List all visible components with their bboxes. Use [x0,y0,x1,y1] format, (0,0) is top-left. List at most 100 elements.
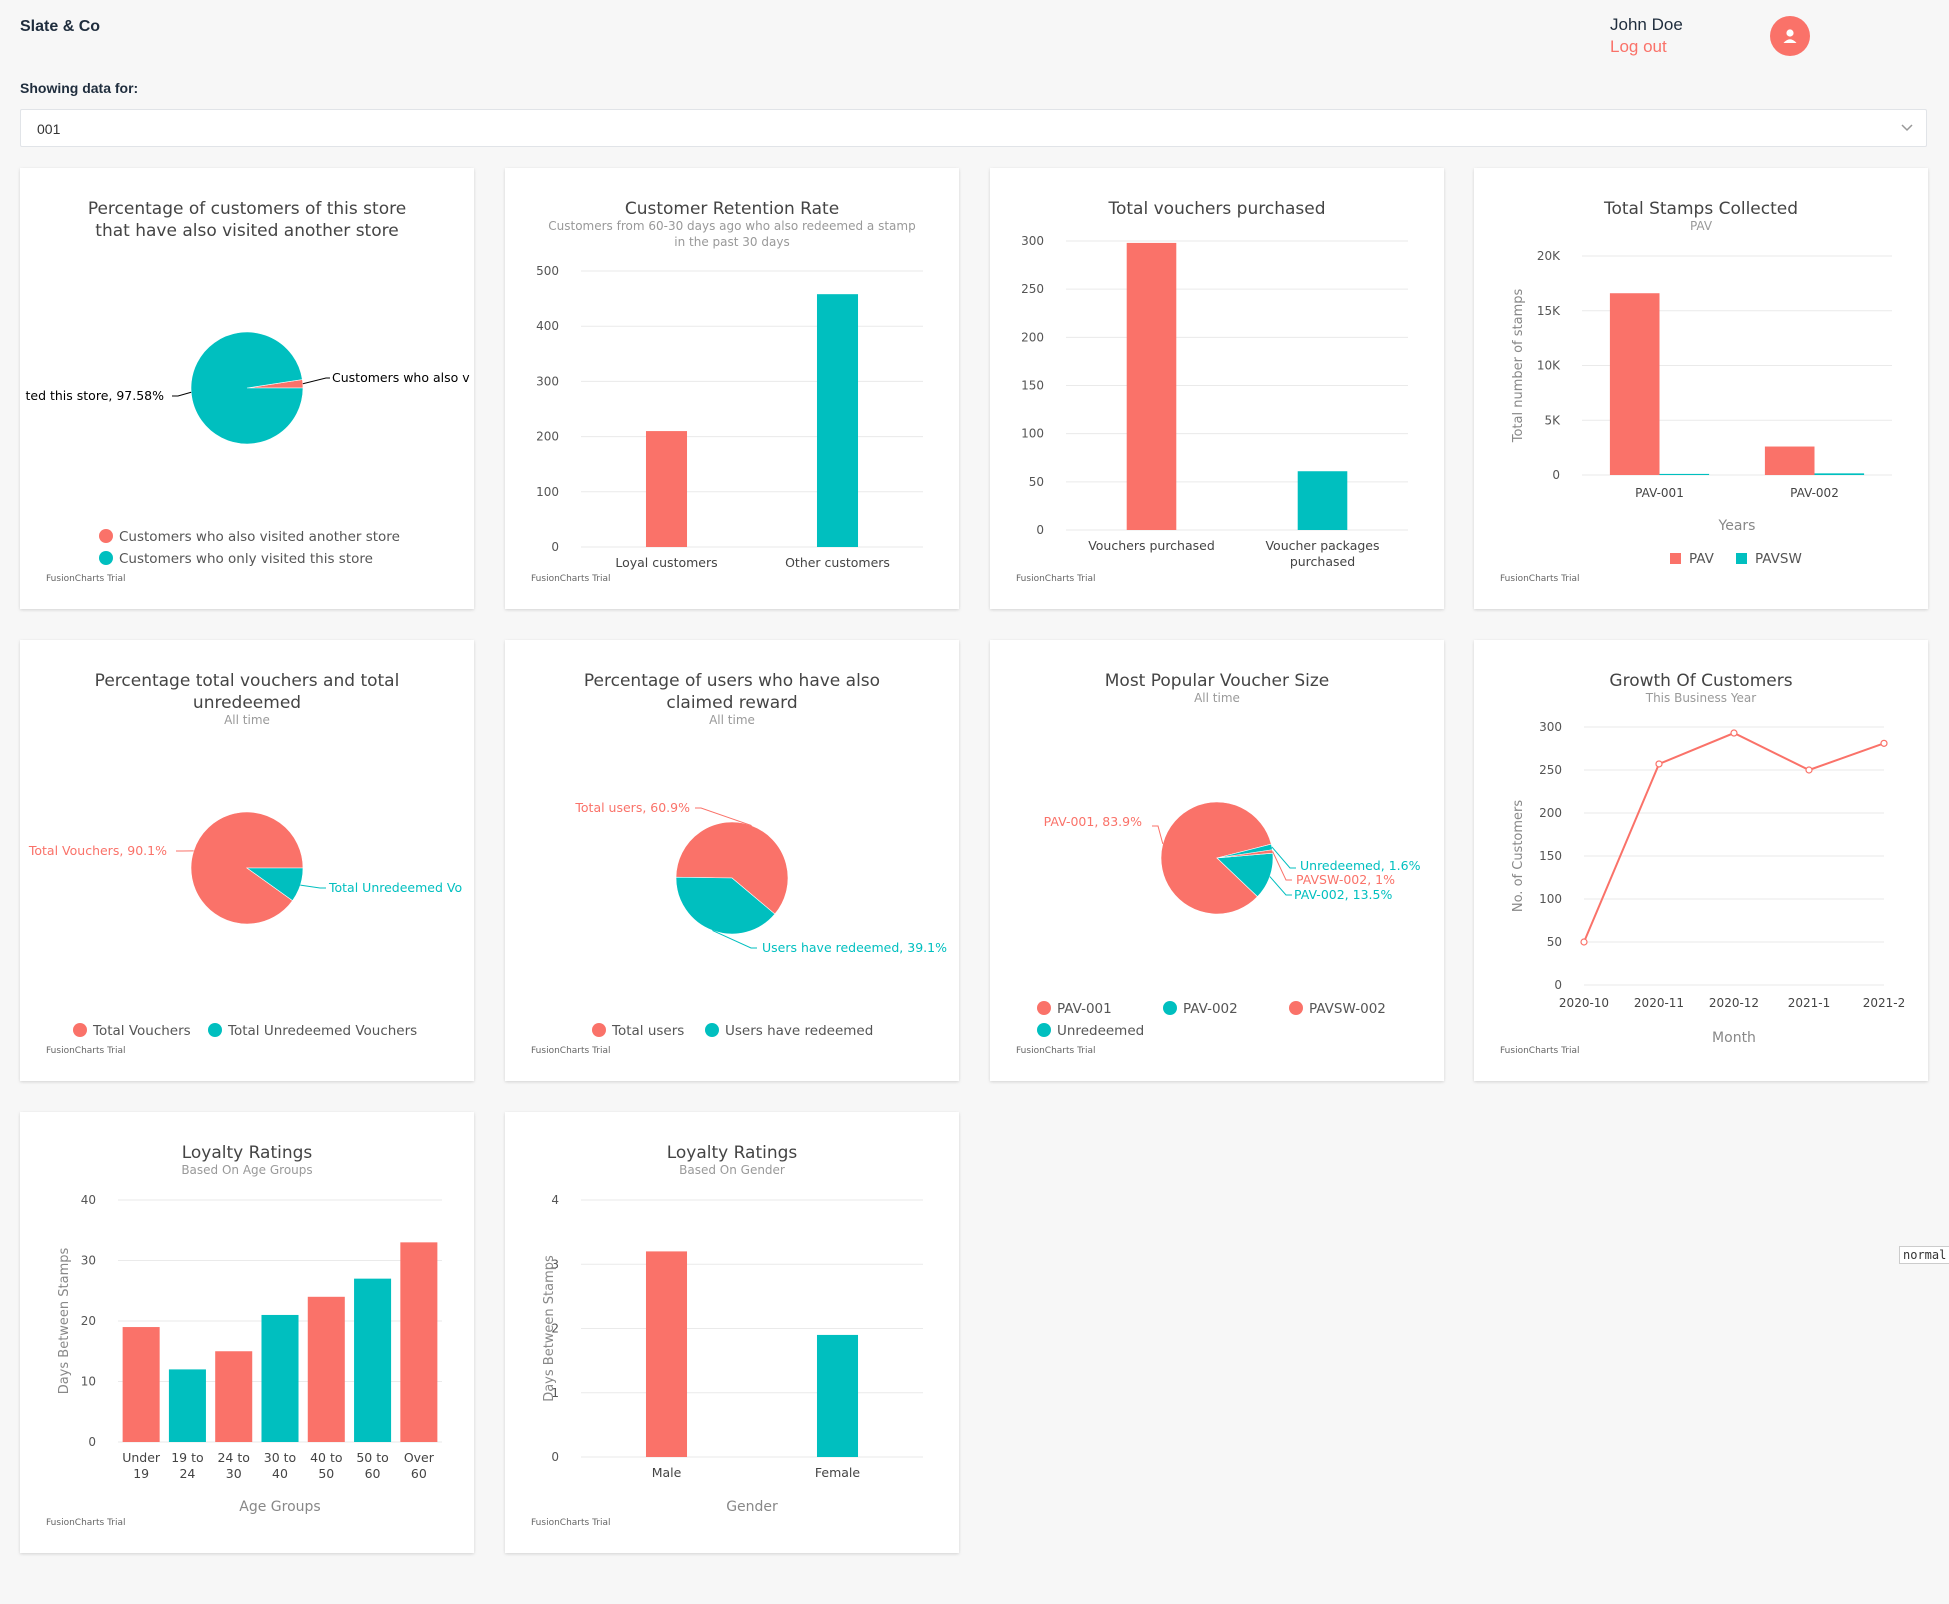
y-tick-label: 0 [88,1435,96,1449]
logout-link[interactable]: Log out [1610,37,1667,56]
chart-title: Percentage of users who have also [584,671,880,691]
x-tick-label: Male [652,1465,682,1480]
legend-label: Customers who also visited another store [119,529,400,545]
chart-card-growth: Growth Of Customers This Business Year 0 50… [1474,640,1928,1081]
legend-label: PAV-002 [1183,1001,1238,1017]
chart-title: Customer Retention Rate [625,199,839,219]
watermark: FusionCharts Trial [531,1518,610,1528]
watermark: FusionCharts Trial [1016,574,1095,584]
chart-subtitle: in the past 30 days [674,235,789,249]
pie-label: Total Vouchers, 90.1% [28,843,167,858]
chart-subtitle: Based On Gender [679,1163,785,1177]
y-tick-label: 150 [1539,849,1562,863]
chart-other-store: Percentage of customers of this storetha… [25,199,470,584]
user-icon [1783,29,1797,43]
y-tick-label: 100 [536,485,559,499]
x-tick-label: Under [122,1450,161,1465]
pie-label-line [302,377,330,385]
y-tick-label: 0 [1552,468,1560,482]
bar [1126,242,1177,530]
x-tick-label: 2020-10 [1559,996,1609,1010]
watermark: FusionCharts Trial [531,1046,610,1056]
chevron-down-icon [1901,124,1913,132]
store-select[interactable]: 001 [20,109,1927,147]
legend-label: Total users [611,1023,684,1039]
chart-title: Percentage of customers of this store [88,199,406,219]
chart-card-age: Loyalty Ratings Based On Age Groups 0 10 20 3… [20,1112,474,1553]
chart-claimed: Percentage of users who have alsoclaimed… [531,671,947,1056]
pie-label: PAVSW-002, 1% [1296,872,1395,887]
watermark: FusionCharts Trial [1500,1046,1579,1056]
bar [816,1334,859,1457]
pie-label: Users have redeemed, 39.1% [762,940,947,955]
y-tick-label: 300 [1539,720,1562,734]
pie-label-line [1152,825,1164,844]
legend-marker [208,1023,222,1037]
y-tick-label: 30 [81,1254,96,1268]
legend-label: Users have redeemed [725,1023,873,1039]
pie-label-line [712,930,757,949]
chart-title: Loyalty Ratings [182,1143,313,1163]
legend-marker [592,1023,606,1037]
brand-title: Slate & Co [20,18,101,35]
pie-label-line [1269,876,1292,896]
avatar[interactable] [1770,16,1810,56]
legend-label: Unredeemed [1057,1023,1144,1039]
chart-card-voucher-pct: Percentage total vouchers and total unred… [20,640,474,1081]
data-point [1880,739,1888,747]
bar [307,1296,345,1442]
chart-card-other-store: Percentage of customers of this store tha… [20,168,474,609]
y-tick-label: 100 [1539,892,1562,906]
watermark: FusionCharts Trial [531,574,610,584]
x-axis-label: Age Groups [239,1499,320,1515]
y-tick-label: 15K [1537,304,1561,318]
x-tick-label: 19 to [171,1450,203,1465]
x-tick-label: 19 [133,1466,149,1481]
x-axis-label: Month [1712,1030,1756,1046]
pie-label: Unredeemed, 1.6% [1300,858,1421,873]
x-tick-label: 50 to [356,1450,388,1465]
chart-subtitle: Customers from 60-30 days ago who also r… [548,219,915,233]
bar [645,1251,688,1457]
legend-marker [99,529,113,543]
data-point [1655,760,1663,768]
chart-subtitle: This Business Year [1645,691,1757,705]
pie-label: Customers who also v [332,370,470,385]
y-axis-label: No. of Customers [1511,800,1526,913]
pie-slice [675,876,776,935]
watermark: FusionCharts Trial [46,1046,125,1056]
x-tick-label: Over [404,1450,435,1465]
x-tick-label: 60 [411,1466,427,1481]
y-tick-label: 1 [551,1386,559,1400]
legend-marker [1736,553,1747,564]
legend-label: PAVSW [1755,551,1802,567]
chart-card-voucher-size: Most Popular Voucher Size All time PAV-001… [990,640,1444,1081]
y-tick-label: 500 [536,264,559,278]
x-tick-label: 60 [365,1466,381,1481]
legend-label: PAV-001 [1057,1001,1112,1017]
chart-stamps: Total Stamps CollectedPAV05K10K15K20KPAV… [1500,199,1892,584]
x-tick-label: 30 to [264,1450,296,1465]
chart-vouchers: Total vouchers purchased 0 50 100 150 200 250 3… [1016,199,1408,584]
y-tick-label: 150 [1021,379,1044,393]
chart-title: unredeemed [193,693,301,713]
x-tick-label: Other customers [785,555,890,570]
pie-label-line [695,807,752,827]
chart-card-stamps: Total Stamps Collected PAV 0 5K 10K 15K 20K PAV… [1474,168,1928,609]
x-tick-label: 2020-12 [1709,996,1759,1010]
chart-subtitle: All time [224,713,270,727]
legend-marker [1163,1001,1177,1015]
watermark: FusionCharts Trial [1500,574,1579,584]
watermark: FusionCharts Trial [46,574,125,584]
legend-marker [73,1023,87,1037]
legend-marker [1037,1001,1051,1015]
y-tick-label: 0 [551,540,559,554]
y-tick-label: 10K [1537,359,1561,373]
user-name: John Doe [1610,15,1683,34]
bar-pav [1764,446,1815,475]
chart-title: Growth Of Customers [1609,671,1792,691]
x-tick-label: Female [815,1465,861,1480]
chart-subtitle: Based On Age Groups [181,1163,312,1177]
